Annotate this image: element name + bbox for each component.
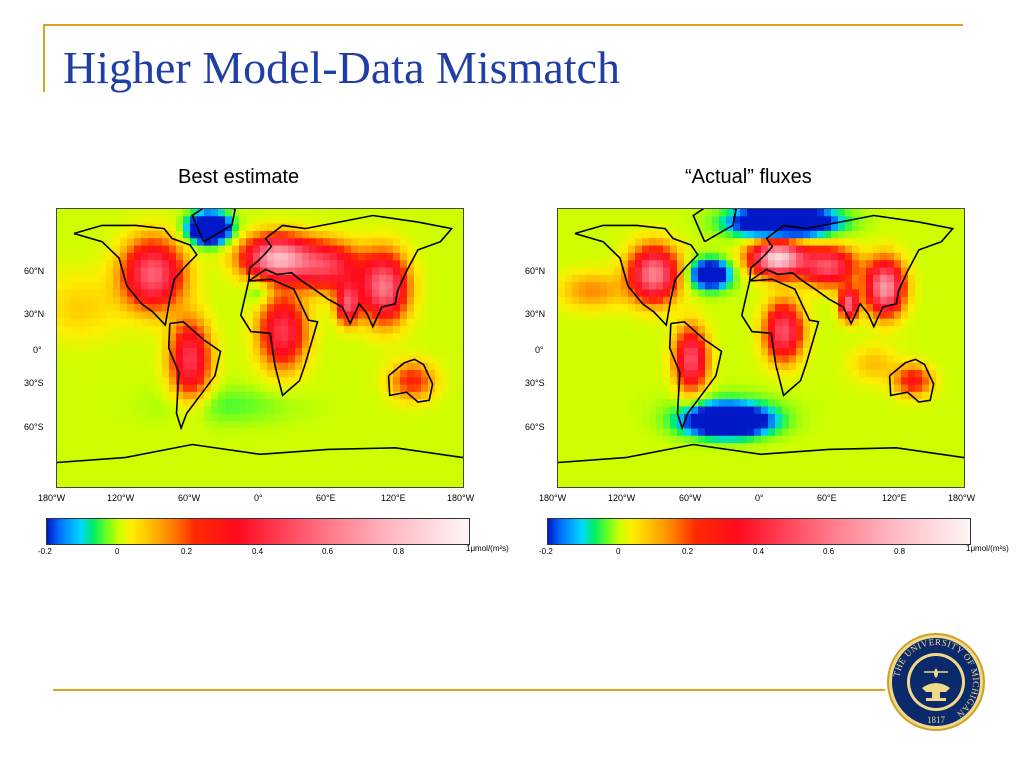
lat-label: 30°N [24, 309, 45, 319]
lon-label: 120°E [882, 493, 907, 503]
colorbar-tick: -0.2 [38, 547, 52, 556]
colorbar-tick: 0.6 [322, 547, 334, 556]
lon-label: 120°W [107, 493, 135, 503]
coastline [387, 358, 434, 403]
colorbar-tick: 0.2 [181, 547, 193, 556]
lon-label: 120°E [381, 493, 406, 503]
flux-heatmap [558, 209, 964, 487]
colorbar-tick: 0.6 [823, 547, 835, 556]
colorbar-tick: 0.4 [252, 547, 264, 556]
title-side-rule [43, 24, 45, 92]
coastline [239, 278, 319, 397]
lat-label: 0° [33, 345, 42, 355]
lon-label: 180°W [447, 493, 475, 503]
flux-map-actual [557, 208, 965, 488]
lon-label: 120°W [608, 493, 636, 503]
lat-label: 60°N [24, 266, 45, 276]
lat-label: 30°N [525, 309, 546, 319]
colorbar-best-estimate [46, 518, 470, 545]
colorbar-tick: 0.8 [393, 547, 405, 556]
colorbar-tick: -0.2 [539, 547, 553, 556]
lon-label: 0° [254, 493, 263, 503]
colorbar-tick: 0 [115, 547, 120, 556]
lon-label: 60°W [178, 493, 201, 503]
panel-subtitle: Best estimate [178, 166, 300, 188]
coastline [574, 224, 699, 327]
lon-label: 60°W [679, 493, 702, 503]
coastline [748, 214, 955, 329]
top-rule [43, 24, 963, 26]
lon-label: 60°E [817, 493, 837, 503]
panel-subtitle: “Actual” fluxes [685, 166, 812, 188]
colorbar-unit: 1μmol/(m²s) [466, 544, 509, 553]
coastline [167, 320, 222, 431]
lat-label: 30°S [525, 378, 545, 388]
lon-label: 60°E [316, 493, 336, 503]
coastline [740, 278, 820, 397]
lat-label: 60°S [525, 422, 545, 432]
coastline [692, 209, 738, 243]
coastline [668, 320, 723, 431]
colorbar-tick: 0 [616, 547, 621, 556]
coastline [558, 443, 964, 464]
coastline [888, 358, 935, 403]
coastline [73, 224, 198, 327]
lat-label: 30°S [24, 378, 44, 388]
lat-label: 60°S [24, 422, 44, 432]
lon-label: 180°W [38, 493, 66, 503]
slide-title: Higher Model-Data Mismatch [63, 42, 620, 93]
bottom-rule [53, 689, 885, 691]
colorbar-tick: 0.2 [682, 547, 694, 556]
colorbar-tick: 0.4 [753, 547, 765, 556]
colorbar-actual [547, 518, 971, 545]
coastline [57, 443, 463, 464]
colorbar-unit: 1μmol/(m²s) [966, 544, 1009, 553]
lon-label: 0° [755, 493, 764, 503]
coastline [191, 209, 237, 243]
university-of-michigan-seal-icon: THE UNIVERSITY OF MICHIGAN 1817 [886, 632, 986, 732]
lat-label: 60°N [525, 266, 546, 276]
flux-map-best-estimate [56, 208, 464, 488]
lat-label: 0° [535, 345, 544, 355]
colorbar-tick: 0.8 [894, 547, 906, 556]
flux-heatmap [57, 209, 463, 487]
coastline [247, 214, 454, 329]
svg-text:1817: 1817 [927, 715, 946, 725]
lon-label: 180°W [539, 493, 567, 503]
lon-label: 180°W [948, 493, 976, 503]
